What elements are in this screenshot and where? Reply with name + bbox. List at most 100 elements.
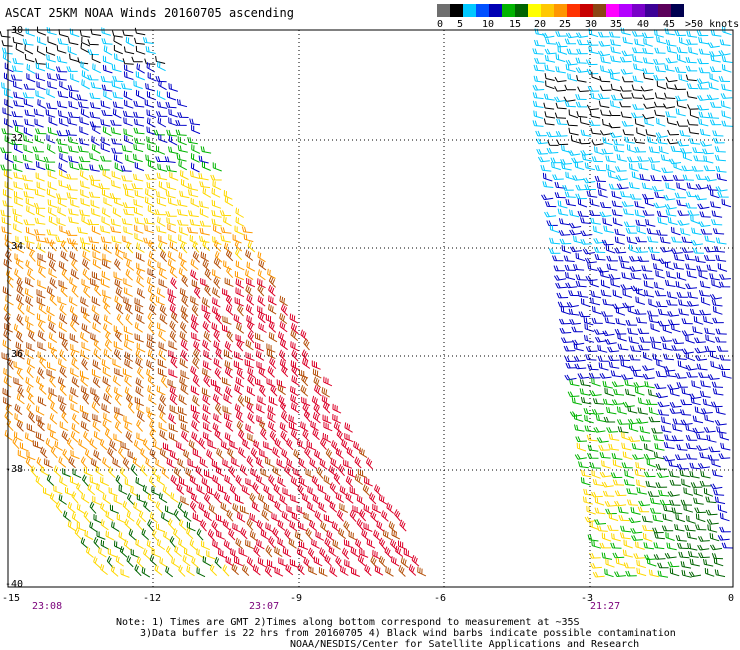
wind-barb: [554, 112, 567, 119]
wind-barb: [628, 163, 639, 172]
wind-barb: [146, 359, 155, 371]
wind-barb: [699, 452, 711, 459]
scale-swatch: [437, 4, 450, 17]
wind-barb: [322, 401, 331, 414]
wind-barb: [647, 491, 660, 497]
wind-barb: [169, 404, 179, 415]
wind-barb: [623, 208, 634, 216]
wind-barb: [600, 279, 611, 289]
wind-barb: [203, 422, 212, 433]
wind-barb: [100, 519, 109, 531]
wind-barb: [133, 206, 144, 216]
wind-barb: [47, 127, 58, 136]
wind-barb: [72, 468, 82, 479]
wind-barb: [22, 38, 34, 46]
wind-barb: [616, 406, 627, 415]
wind-barb: [90, 199, 100, 209]
wind-barb: [698, 270, 708, 280]
wind-barb: [586, 434, 598, 442]
wind-barb: [58, 162, 68, 173]
wind-barb: [46, 286, 55, 298]
wind-barb: [559, 238, 572, 245]
wind-barb: [611, 381, 624, 387]
wind-barb: [13, 172, 24, 180]
wind-barb: [698, 36, 709, 45]
wind-barb: [544, 211, 557, 218]
wind-barb: [144, 196, 154, 207]
wind-barb: [79, 170, 89, 181]
wind-barb: [71, 239, 78, 252]
wind-barb: [231, 563, 239, 576]
wind-barb: [642, 525, 654, 532]
wind-barb: [80, 61, 89, 72]
wind-barb: [577, 373, 590, 379]
wind-barb: [719, 274, 731, 280]
wind-barb: [573, 356, 586, 362]
wind-barb: [636, 559, 647, 569]
wind-barb: [121, 83, 132, 90]
wind-barb: [78, 156, 91, 163]
wind-barb: [2, 339, 12, 351]
wind-barb: [307, 501, 316, 513]
wind-barb: [631, 443, 643, 451]
wind-barb: [218, 548, 227, 559]
wind-barb: [71, 358, 80, 370]
wind-barb: [716, 173, 727, 182]
wind-barb: [215, 466, 225, 477]
wind-barb: [695, 174, 708, 180]
wind-barb: [47, 251, 57, 262]
wind-barb: [145, 457, 154, 469]
wind-barb: [147, 349, 156, 361]
wind-barb: [542, 32, 555, 39]
wind-barb: [707, 112, 720, 119]
wind-barb: [676, 272, 687, 281]
wind-barb: [164, 156, 176, 163]
wind-barb: [167, 288, 177, 299]
wind-barb: [110, 226, 122, 234]
wind-barb: [135, 89, 145, 100]
wind-barb: [123, 296, 132, 307]
wind-barb: [25, 295, 34, 307]
wind-barb: [46, 54, 56, 63]
wind-barb: [333, 421, 342, 433]
wind-barb: [136, 262, 146, 272]
wind-barb: [635, 317, 648, 324]
wind-barb: [110, 127, 122, 135]
wind-barb: [672, 423, 683, 432]
wind-barb: [590, 562, 602, 569]
wind-barb: [310, 420, 319, 432]
wind-barb: [655, 463, 668, 470]
wind-barb: [175, 129, 187, 136]
wind-barb: [127, 450, 137, 461]
wind-barb: [55, 73, 67, 81]
wind-barb: [211, 520, 219, 533]
wind-barb: [694, 255, 706, 263]
wind-barb: [672, 338, 685, 345]
wind-barb: [648, 146, 660, 154]
wind-barb: [580, 477, 591, 486]
wind-barb: [121, 175, 133, 182]
map-frame: [7, 29, 734, 588]
wind-barb: [48, 387, 58, 397]
wind-barb: [213, 413, 222, 424]
wind-barb: [87, 483, 96, 496]
wind-barb: [564, 191, 576, 198]
wind-barb: [622, 451, 633, 460]
wind-barb: [634, 146, 647, 153]
wind-barb: [290, 329, 299, 341]
swath-east-barbs: [532, 26, 734, 578]
wind-barb: [43, 156, 56, 163]
wind-barb: [81, 79, 90, 90]
wind-barb: [335, 555, 342, 569]
wind-barb: [191, 556, 199, 569]
wind-barb: [274, 438, 283, 450]
wind-barb: [676, 182, 687, 191]
wind-barb: [154, 564, 163, 576]
wind-barb: [39, 383, 47, 395]
wind-barb: [544, 73, 555, 81]
wind-barb: [696, 265, 708, 272]
wind-barb: [186, 565, 195, 577]
wind-barb: [69, 161, 80, 171]
wind-barb: [291, 375, 300, 387]
wind-barb: [576, 442, 587, 452]
